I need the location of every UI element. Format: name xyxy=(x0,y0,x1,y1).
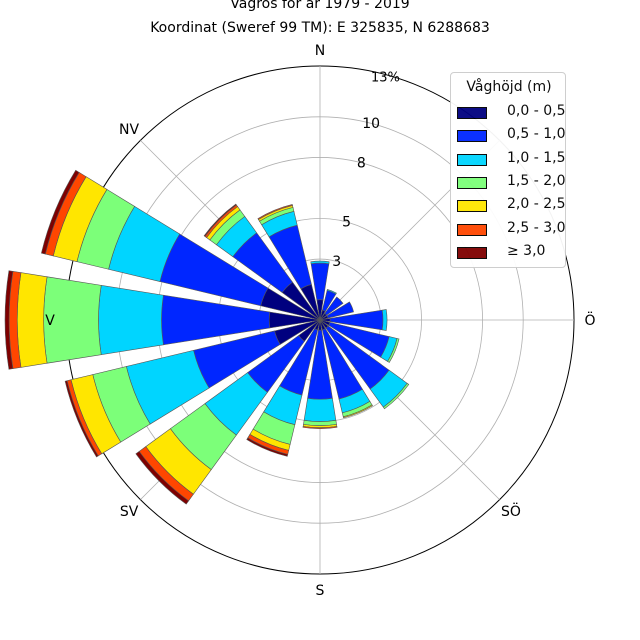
legend-label: 2,0 - 2,5 xyxy=(507,196,566,213)
axis-labels: N Ö SÖ S SV V NV 3 5 8 10 13% xyxy=(45,43,595,599)
direction-label: SÖ xyxy=(501,502,521,520)
wedge-270-bin-4 xyxy=(17,272,48,368)
radial-tick-label: 10 xyxy=(362,116,380,132)
direction-label: Ö xyxy=(584,311,595,329)
wedge-180-bin-2 xyxy=(303,397,337,422)
wedge-225-bin-6 xyxy=(135,450,190,505)
radial-tick-label: 8 xyxy=(357,155,366,171)
direction-label: S xyxy=(316,583,325,599)
wedge-0-bin-2 xyxy=(310,260,330,265)
legend-label: ≥ 3,0 xyxy=(507,242,546,259)
wedge-337.5-bin-5 xyxy=(257,204,293,220)
direction-label: NV xyxy=(119,122,139,138)
legend-item: ≥ 3,0 xyxy=(457,242,565,261)
wedge-135-bin-3 xyxy=(382,382,410,410)
direction-label: V xyxy=(45,313,55,329)
legend-swatch xyxy=(457,200,487,213)
legend-swatch xyxy=(457,223,487,236)
legend-item: 0,5 - 1,0 xyxy=(457,126,566,144)
wedge-45-bin-1 xyxy=(324,296,344,316)
legend-label: 0,5 - 1,0 xyxy=(507,126,566,143)
legend-item: 2,0 - 2,5 xyxy=(457,196,566,214)
wedge-112.5-bin-3 xyxy=(387,338,400,363)
direction-label: N xyxy=(315,43,325,59)
wedge-157.5-bin-4 xyxy=(342,404,373,419)
direction-label: SV xyxy=(120,504,139,520)
chart-subtitle: Koordinat (Sweref 99 TM): E 325835, N 62… xyxy=(150,20,490,36)
wedge-90-bin-2 xyxy=(381,309,388,331)
legend-item: 0,0 - 0,5 xyxy=(457,103,566,121)
legend-swatch xyxy=(457,107,487,119)
wedge-315-bin-6 xyxy=(203,203,237,237)
legend-swatch xyxy=(457,130,487,143)
radial-tick-label: 5 xyxy=(342,214,351,230)
radial-tick-label: 3 xyxy=(332,254,341,270)
legend-label: 0,0 - 0,5 xyxy=(507,103,566,119)
wedge-180-bin-5 xyxy=(302,426,338,430)
wedge-270-bin-2 xyxy=(98,285,164,355)
wedge-202.5-bin-6 xyxy=(246,437,289,457)
legend-item: 1,0 - 1,5 xyxy=(457,149,566,168)
legend-swatch xyxy=(457,176,487,189)
wedge-270-bin-6 xyxy=(4,270,14,370)
sector-bars xyxy=(4,169,410,505)
wedge-22.5-bin-2 xyxy=(326,289,337,295)
legend-label: 1,5 - 2,0 xyxy=(507,172,566,189)
radial-max-label: 13% xyxy=(371,71,400,86)
legend-label: 2,5 - 3,0 xyxy=(507,219,566,236)
wedge-292.5-bin-6 xyxy=(41,169,80,255)
legend: Våghöjd (m) 0,0 - 0,5 0,5 - 1,0 1,0 - 1,5 1… xyxy=(450,72,566,268)
legend-label: 1,0 - 1,5 xyxy=(507,149,566,166)
legend-title: Våghöjd (m) xyxy=(466,79,552,95)
legend-item: 1,5 - 2,0 xyxy=(457,172,566,191)
legend-swatch xyxy=(457,246,487,259)
chart-title: Vågros för år 1979 - 2019 xyxy=(230,0,410,12)
legend-item: 2,5 - 3,0 xyxy=(457,219,566,238)
legend-swatch xyxy=(457,153,487,166)
wedge-67.5-bin-1 xyxy=(326,301,354,319)
wedge-247.5-bin-6 xyxy=(64,380,99,458)
